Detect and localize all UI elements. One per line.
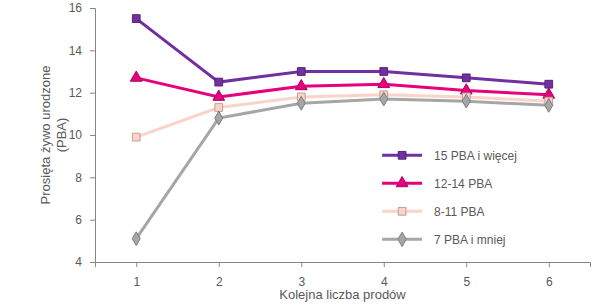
- marker: [543, 88, 555, 98]
- tick-mark: [136, 262, 137, 267]
- legend-label: 15 PBA i więcej: [434, 149, 517, 163]
- tick-mark: [90, 220, 95, 221]
- line: [136, 78, 549, 97]
- legend-marker: [398, 151, 406, 159]
- series: [132, 91, 552, 141]
- marker: [215, 78, 223, 86]
- x-tick: 5: [463, 262, 470, 289]
- marker: [545, 80, 553, 88]
- tick-mark: [466, 262, 467, 267]
- y-axis: 4 6 8 10 12 14 16: [69, 1, 96, 269]
- x-tick: 1: [133, 262, 140, 289]
- tick-label: 8: [75, 171, 82, 185]
- y-tick: 8: [75, 171, 95, 185]
- marker: [215, 111, 223, 125]
- tick-mark: [549, 262, 550, 267]
- marker: [132, 232, 140, 246]
- axis-line: [90, 9, 96, 263]
- tick-mark: [90, 93, 95, 94]
- y-tick: 10: [69, 128, 95, 142]
- marker: [132, 15, 140, 23]
- tick-label: 6: [546, 275, 553, 289]
- marker: [380, 92, 388, 106]
- marker: [130, 71, 142, 81]
- tick-mark: [219, 262, 220, 267]
- y-tick: 12: [69, 86, 95, 100]
- marker: [213, 90, 225, 100]
- legend: 15 PBA i więcej 12-14 PBA 8-11 PBA 7 PBA i …: [382, 149, 517, 247]
- tick-label: 10: [69, 128, 83, 142]
- x-tick: 3: [298, 262, 305, 289]
- series: [132, 92, 552, 246]
- tick-label: 16: [69, 1, 83, 15]
- marker: [460, 84, 472, 94]
- marker: [295, 80, 307, 90]
- tick-mark: [90, 8, 95, 9]
- marker: [132, 133, 140, 141]
- marker: [545, 98, 553, 112]
- axis-line: [96, 263, 591, 268]
- marker: [297, 68, 305, 76]
- tick-label: 6: [75, 213, 82, 227]
- plot: 46810121416123456: [69, 1, 591, 288]
- tick-label: 5: [463, 275, 470, 289]
- line: [136, 19, 549, 85]
- tick-mark: [90, 50, 95, 51]
- x-axis-title: Kolejna liczba prodów: [279, 287, 406, 302]
- legend-item: 15 PBA i więcej: [382, 149, 517, 163]
- tick-mark: [384, 262, 385, 267]
- tick-label: 12: [69, 86, 83, 100]
- tick-mark: [90, 135, 95, 136]
- legend-item: 12-14 PBA: [382, 177, 492, 191]
- x-tick: 2: [216, 262, 223, 289]
- legend-item: 7 PBA i mniej: [382, 232, 505, 246]
- tick-label: 14: [69, 44, 83, 58]
- tick-mark: [90, 177, 95, 178]
- tick-mark: [301, 262, 302, 267]
- legend-label: 12-14 PBA: [434, 177, 492, 191]
- x-tick: 4: [381, 262, 388, 289]
- marker: [462, 94, 470, 108]
- chart: 46810121416123456Kolejna liczba prodówPr…: [0, 0, 610, 305]
- tick-label: 1: [133, 275, 140, 289]
- y-tick: 6: [75, 213, 95, 227]
- tick-label: 4: [75, 255, 82, 269]
- tick-mark: [90, 262, 95, 263]
- tick-label: 2: [216, 275, 223, 289]
- marker: [462, 74, 470, 82]
- y-tick: 4: [75, 255, 95, 269]
- legend-label: 8-11 PBA: [434, 205, 484, 219]
- legend-item: 8-11 PBA: [382, 205, 484, 219]
- y-tick: 14: [69, 44, 95, 58]
- y-axis-title: Prosięta żywo urodzone(PBA): [38, 66, 69, 205]
- series: [132, 15, 552, 88]
- legend-marker: [398, 207, 406, 215]
- legend-marker: [398, 232, 406, 246]
- y-axis-title-line: Prosięta żywo urodzone: [38, 66, 53, 205]
- x-tick: 6: [546, 262, 553, 289]
- y-tick: 16: [69, 1, 95, 15]
- legend-label: 7 PBA i mniej: [434, 233, 505, 247]
- legend-marker: [396, 177, 408, 187]
- marker: [378, 77, 390, 87]
- x-axis: 1 2 3 4 5 6: [96, 262, 591, 289]
- data: [130, 15, 554, 246]
- marker: [380, 68, 388, 76]
- line: [136, 99, 549, 239]
- y-axis-title-line: (PBA): [54, 118, 69, 153]
- marker: [297, 96, 305, 110]
